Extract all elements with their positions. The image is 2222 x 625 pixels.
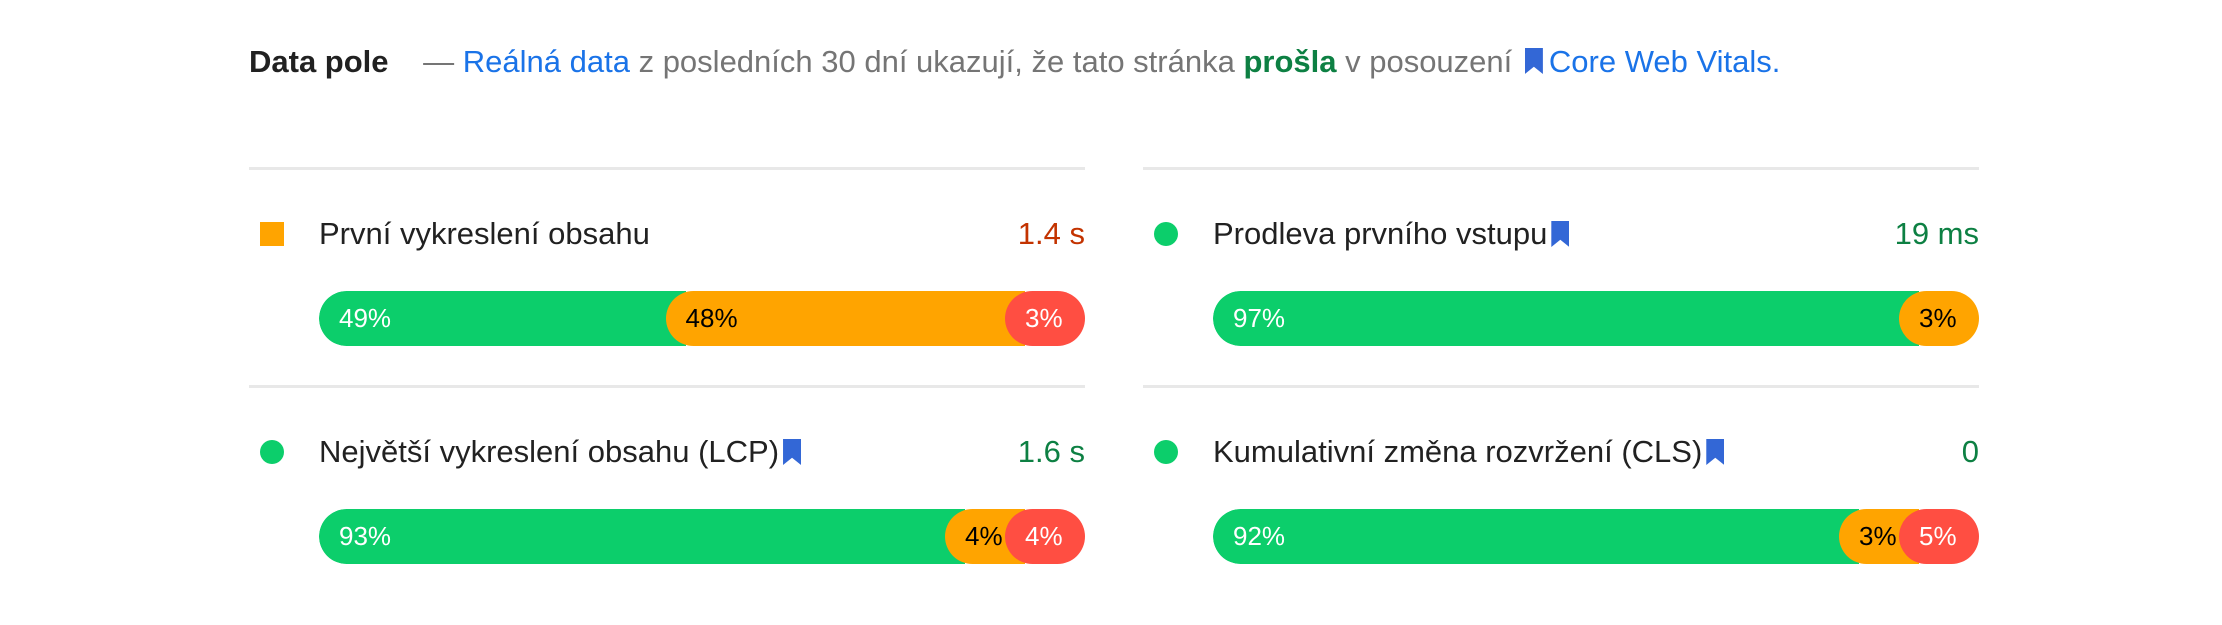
distribution-bar: 49% 48% 3% — [319, 291, 1085, 346]
segment-percent: 3% — [1859, 521, 1897, 551]
metrics-column-right: Prodleva prvního vstupu 19 ms 97% 3% Kumul… — [1143, 167, 1979, 603]
segment-percent: 3% — [1919, 303, 1957, 333]
distribution-segment-slow: 5% — [1899, 509, 1979, 564]
metric-lcp: Největší vykreslení obsahu (LCP) 1.6 s 93… — [249, 388, 1085, 603]
distribution-bar: 97% 3% — [1213, 291, 1979, 346]
metric-label: Největší vykreslení obsahu (LCP) — [319, 434, 780, 469]
segment-percent: 4% — [1025, 521, 1063, 551]
divider — [249, 385, 1085, 388]
distribution-segment-avg: 48% — [665, 291, 1025, 346]
bookmark-icon — [1524, 48, 1543, 74]
distribution-segment-fast: 92% — [1213, 509, 1859, 564]
metric-header: Kumulativní změna rozvržení (CLS) 0 — [1143, 430, 1979, 474]
core-web-vitals-link[interactable]: Core Web Vitals — [1548, 44, 1772, 79]
field-data-header: Data pole — Reálná data z posledních 30 … — [249, 30, 1849, 94]
metric-header: Prodleva prvního vstupu 19 ms — [1143, 212, 1979, 256]
dash: — — [423, 44, 455, 79]
good-circle-icon — [1154, 222, 1178, 246]
metric-label: Kumulativní změna rozvržení (CLS) — [1213, 434, 1703, 469]
metric-value: 19 ms — [1894, 216, 1979, 251]
metric-header: První vykreslení obsahu 1.4 s — [249, 212, 1085, 256]
real-data-link[interactable]: Reálná data — [462, 44, 630, 79]
segment-percent: 97% — [1233, 303, 1286, 333]
metric-fcp: První vykreslení obsahu 1.4 s 49% 48% 3% — [249, 170, 1085, 385]
distribution-bar: 93% 4% 4% — [319, 509, 1085, 564]
distribution-segment-fast: 49% — [319, 291, 686, 346]
metric-header: Největší vykreslení obsahu (LCP) 1.6 s — [249, 430, 1085, 474]
bookmark-icon — [783, 439, 802, 465]
metric-value: 1.4 s — [1017, 216, 1085, 251]
metric-value: 0 — [1961, 434, 1979, 469]
bookmark-icon — [1706, 439, 1725, 465]
distribution-segment-fast: 93% — [319, 509, 965, 564]
divider — [1143, 385, 1979, 388]
metric-label: Prodleva prvního vstupu — [1213, 216, 1548, 251]
distribution-bar: 92% 3% 5% — [1213, 509, 1979, 564]
divider — [249, 167, 1085, 170]
distribution-segment-slow: 3% — [1005, 291, 1085, 346]
description-text-2: v posouzení — [1336, 44, 1521, 79]
segment-percent: 48% — [685, 303, 738, 333]
average-square-icon — [260, 222, 284, 246]
distribution-segment-slow: 4% — [1005, 509, 1085, 564]
assessment-status: prošla — [1243, 44, 1337, 79]
good-circle-icon — [260, 440, 284, 464]
segment-percent: 5% — [1919, 521, 1957, 551]
distribution-segment-avg: 3% — [1899, 291, 1979, 346]
bookmark-icon — [1551, 221, 1570, 247]
metrics-column-left: První vykreslení obsahu 1.4 s 49% 48% 3% Ne… — [249, 167, 1085, 603]
segment-percent: 93% — [339, 521, 392, 551]
period: . — [1771, 44, 1781, 79]
segment-percent: 4% — [965, 521, 1003, 551]
divider — [1143, 167, 1979, 170]
metric-fid: Prodleva prvního vstupu 19 ms 97% 3% — [1143, 170, 1979, 385]
segment-percent: 92% — [1233, 521, 1286, 551]
metric-cls: Kumulativní změna rozvržení (CLS) 0 92% 3%… — [1143, 388, 1979, 603]
description-text-1: z posledních 30 dní ukazují, že tato str… — [629, 44, 1244, 79]
good-circle-icon — [1154, 440, 1178, 464]
section-title: Data pole — [249, 44, 389, 79]
segment-percent: 49% — [339, 303, 392, 333]
distribution-segment-fast: 97% — [1213, 291, 1919, 346]
metric-label: První vykreslení obsahu — [319, 216, 650, 251]
metric-value: 1.6 s — [1017, 434, 1085, 469]
segment-percent: 3% — [1025, 303, 1063, 333]
